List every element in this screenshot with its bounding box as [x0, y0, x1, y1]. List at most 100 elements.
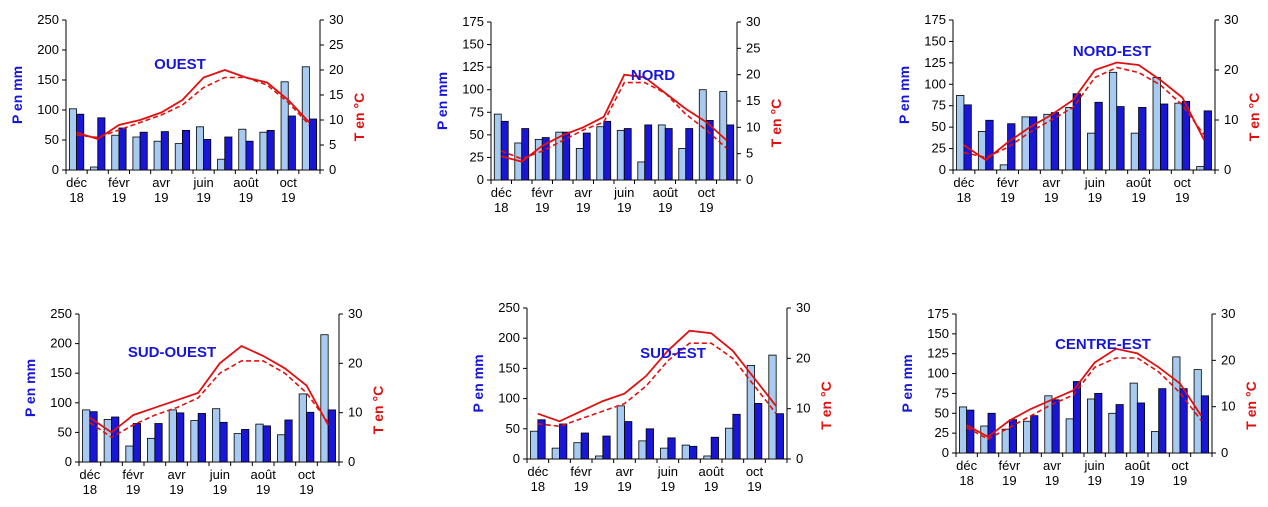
- x-tick-label-month: févr: [531, 185, 553, 200]
- bar-series-1: [1043, 113, 1052, 171]
- bar-series-2: [309, 118, 318, 171]
- x-tick-label-year: 19: [1131, 190, 1145, 205]
- bar-series-1: [956, 95, 965, 171]
- y-axis-title-left: P en mm: [896, 66, 912, 124]
- x-tick-label-month: juin: [192, 175, 213, 190]
- bar-series-2: [645, 428, 654, 460]
- x-tick-label-year: 19: [704, 479, 718, 494]
- bar-series-2: [1138, 107, 1147, 171]
- y2-tick-label: 10: [746, 119, 760, 134]
- bar-series-1: [678, 147, 687, 181]
- chart-svg: 0501001502002500102030déc18févr19avr19ju…: [470, 300, 834, 494]
- bar-series-1: [82, 409, 91, 463]
- x-tick-label-month: août: [233, 175, 259, 190]
- y-tick-label: 75: [932, 98, 946, 113]
- y2-tick-label: 10: [329, 112, 343, 127]
- y2-tick-label: 25: [746, 40, 760, 55]
- x-tick-label-year: 19: [1002, 473, 1016, 488]
- x-tick-label-year: 19: [1173, 473, 1187, 488]
- chart-title: SUD-EST: [640, 345, 706, 362]
- bar-series-2: [667, 437, 676, 460]
- x-tick-label-year: 19: [699, 200, 713, 215]
- y-tick-label: 25: [470, 149, 484, 164]
- y2-tick-label: 0: [796, 451, 803, 466]
- y-tick-label: 0: [477, 172, 484, 187]
- bar-series-1: [190, 420, 199, 463]
- x-tick-label-month: févr: [122, 467, 144, 482]
- bar-series-1: [746, 364, 755, 460]
- bar-series-1: [1001, 428, 1010, 454]
- x-tick-label-month: févr: [998, 458, 1020, 473]
- bar-series-2: [1072, 93, 1081, 171]
- y2-tick-label: 5: [746, 146, 753, 161]
- y-axis-title-left: P en mm: [9, 66, 25, 124]
- bar-series-1: [1065, 107, 1074, 171]
- bar-series-1: [1023, 420, 1032, 454]
- y2-tick-label: 15: [746, 93, 760, 108]
- y2-tick-label: 30: [1224, 12, 1238, 27]
- x-tick-label-year: 19: [1175, 190, 1189, 205]
- y-axis-title-right: T en °C: [370, 386, 386, 434]
- chart-nord: 0 25 50 75 100 125 150 175 0 5 10 15 20 25 30 déc 18 févr…: [425, 0, 835, 215]
- x-tick-label-year: 19: [169, 482, 183, 497]
- y2-tick-label: 30: [796, 300, 810, 315]
- y2-tick-label: 10: [1224, 112, 1238, 127]
- y-axis-title-right: T en °C: [818, 381, 834, 429]
- bar-series-1: [596, 126, 605, 181]
- bar-series-2: [262, 425, 271, 463]
- y-tick-label: 150: [924, 33, 946, 48]
- x-tick-label-month: déc: [66, 175, 87, 190]
- bar-series-1: [638, 440, 647, 460]
- y2-tick-label: 30: [746, 14, 760, 29]
- x-tick-label-month: avr: [152, 175, 171, 190]
- x-tick-label-month: févr: [570, 464, 592, 479]
- x-tick-label-year: 18: [69, 190, 83, 205]
- bar-series-1: [1152, 77, 1161, 171]
- bar-series-2: [710, 436, 719, 460]
- x-tick-label-month: août: [1126, 175, 1152, 190]
- x-tick-label-month: déc: [79, 467, 100, 482]
- line-series-dashed: [966, 357, 1202, 441]
- x-tick-label-year: 19: [747, 479, 761, 494]
- y-tick-label: 100: [927, 366, 949, 381]
- bar-series-2: [89, 411, 98, 463]
- y-tick-label: 250: [50, 306, 72, 321]
- bar-series-2: [562, 131, 571, 181]
- chart-svg: 0501001502002500102030déc18févr19avr19ju…: [22, 306, 386, 497]
- bar-series-2: [1008, 419, 1017, 454]
- bar-series-1: [125, 445, 134, 463]
- bar-series-1: [573, 442, 582, 460]
- bar-series-1: [999, 164, 1008, 171]
- bar-series-1: [1129, 382, 1138, 454]
- x-tick-label-year: 19: [1000, 190, 1014, 205]
- line-series-dashed: [76, 76, 310, 139]
- x-tick-label-month: avr: [167, 467, 186, 482]
- bar-series-1: [1196, 166, 1205, 171]
- x-tick-label-year: 19: [196, 190, 210, 205]
- x-tick-label-month: avr: [615, 464, 634, 479]
- bar-series-2: [689, 445, 698, 460]
- x-tick-label-month: déc: [527, 464, 548, 479]
- y-tick-label: 0: [52, 162, 59, 177]
- x-tick-label-year: 19: [299, 482, 313, 497]
- chart-svg: 050100150200250051015202530déc18févr19av…: [9, 12, 367, 205]
- chart-title: CENTRE-EST: [1055, 336, 1151, 353]
- bar-series-2: [521, 128, 530, 181]
- chart-title: NORD-EST: [1073, 43, 1151, 60]
- y-axis-title-left: P en mm: [470, 354, 486, 412]
- x-tick-label-month: juin: [209, 467, 230, 482]
- y-axis-title-right: T en °C: [351, 93, 367, 141]
- bar-series-2: [1115, 404, 1124, 454]
- bar-series-2: [1007, 123, 1016, 171]
- x-tick-label-year: 18: [83, 482, 97, 497]
- y-axis-title-right: T en °C: [1246, 93, 1262, 141]
- y2-tick-label: 20: [329, 62, 343, 77]
- bar-series-2: [580, 432, 589, 460]
- bar-series-1: [493, 113, 502, 181]
- y-tick-label: 100: [924, 76, 946, 91]
- bar-series-1: [132, 136, 141, 171]
- bar-series-2: [154, 423, 163, 463]
- y-tick-label: 250: [37, 12, 59, 27]
- bar-series-2: [1094, 101, 1103, 171]
- bar-series-2: [111, 416, 120, 463]
